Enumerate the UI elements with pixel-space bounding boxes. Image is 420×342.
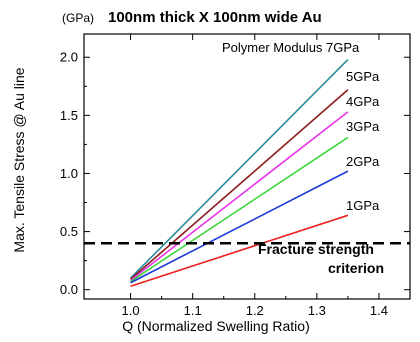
x-tick-label: 1.4 xyxy=(370,303,388,318)
series-label: 4GPa xyxy=(346,94,380,109)
y-tick-label: 0.5 xyxy=(60,224,78,239)
threshold-label: Fracture strength xyxy=(258,241,374,257)
plot-frame xyxy=(83,33,411,300)
x-tick-label: 1.0 xyxy=(122,303,140,318)
x-tick-label: 1.3 xyxy=(308,303,326,318)
series-label: 3GPa xyxy=(346,119,380,134)
y-axis-label: Max. Tensile Stress @ Au line xyxy=(11,67,27,252)
x-axis-label: Q (Normalized Swelling Ratio) xyxy=(122,318,310,334)
series-line xyxy=(130,136,349,283)
y-tick-label: 0.0 xyxy=(60,282,78,297)
series-line xyxy=(130,89,349,280)
series-line xyxy=(130,59,349,279)
unit-label: (GPa) xyxy=(62,11,94,25)
y-tick-label: 1.0 xyxy=(60,166,78,181)
plot-area: 0.0 0.5 1.0 1.5 2.0 1.0 1.1 1.2 1.3 1.4 Polymer Mo… xyxy=(60,33,411,318)
series-label: 2GPa xyxy=(346,154,380,169)
threshold-label-line2: criterion xyxy=(328,260,384,276)
x-tick-label: 1.1 xyxy=(184,303,202,318)
series-label: 1GPa xyxy=(346,198,380,213)
y-tick-label: 2.0 xyxy=(60,50,78,65)
x-tick-label: 1.2 xyxy=(246,303,264,318)
series-line xyxy=(130,111,349,282)
series-line xyxy=(130,214,349,287)
series-line xyxy=(130,170,349,284)
y-tick-label: 1.5 xyxy=(60,108,78,123)
series-label: Polymer Modulus 7GPa xyxy=(222,40,360,55)
series-label: 5GPa xyxy=(346,69,380,84)
chart-title: 100nm thick X 100nm wide Au xyxy=(108,9,322,26)
